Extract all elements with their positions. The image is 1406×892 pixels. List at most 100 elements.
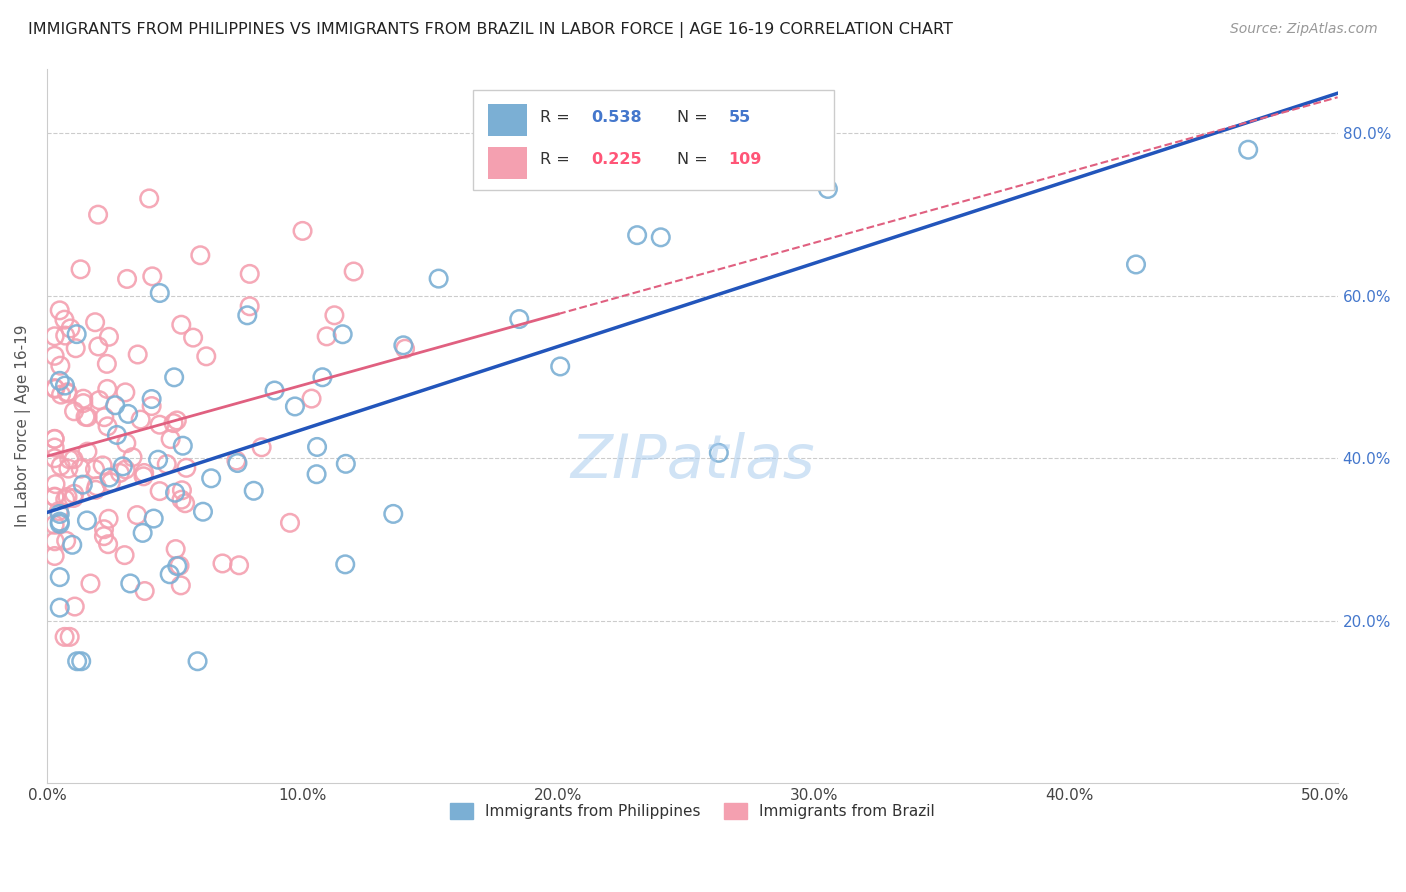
Point — [134, 584, 156, 599]
Point — [69, 262, 91, 277]
Point — [236, 308, 259, 322]
Point — [108, 466, 131, 480]
Point — [55, 533, 77, 548]
Point — [307, 440, 329, 454]
Point — [105, 428, 128, 442]
Point — [323, 308, 346, 322]
Point — [59, 630, 82, 644]
Point — [44, 549, 66, 563]
Point — [59, 321, 82, 335]
Point — [156, 457, 179, 471]
Point — [84, 462, 107, 476]
Point — [239, 267, 262, 281]
Point — [679, 124, 702, 138]
Point — [191, 505, 214, 519]
Point — [44, 432, 66, 446]
Point — [382, 507, 405, 521]
Point — [97, 512, 120, 526]
Point — [56, 386, 79, 401]
Point — [129, 412, 152, 426]
Point — [169, 558, 191, 573]
Point — [65, 341, 87, 355]
Point — [165, 542, 187, 557]
Point — [44, 432, 66, 446]
Point — [284, 400, 307, 414]
Point — [394, 342, 416, 356]
Point — [53, 492, 76, 507]
Point — [159, 567, 181, 582]
Point — [127, 347, 149, 361]
Point — [117, 407, 139, 421]
Y-axis label: In Labor Force | Age 16-19: In Labor Force | Age 16-19 — [15, 325, 31, 527]
Point — [84, 483, 107, 497]
Point — [626, 228, 648, 243]
Point — [44, 451, 66, 466]
Point — [315, 329, 337, 343]
Text: ZIPatlas: ZIPatlas — [569, 432, 814, 491]
Point — [44, 329, 66, 343]
Point — [62, 452, 84, 467]
Point — [48, 515, 70, 529]
Point — [250, 440, 273, 454]
Point — [44, 381, 66, 395]
Point — [76, 513, 98, 527]
Point — [301, 392, 323, 406]
Point — [141, 392, 163, 406]
Point — [707, 446, 730, 460]
Point — [114, 385, 136, 400]
Point — [115, 436, 138, 450]
Point — [149, 286, 172, 301]
Point — [141, 269, 163, 284]
Legend: Immigrants from Philippines, Immigrants from Brazil: Immigrants from Philippines, Immigrants … — [444, 797, 941, 825]
Point — [96, 382, 118, 396]
Point — [87, 208, 110, 222]
Point — [239, 299, 262, 313]
Point — [163, 370, 186, 384]
Point — [44, 490, 66, 504]
Point — [343, 264, 366, 278]
FancyBboxPatch shape — [488, 104, 527, 136]
Point — [60, 538, 83, 552]
Point — [650, 230, 672, 244]
Point — [174, 460, 197, 475]
Point — [170, 578, 193, 592]
Point — [87, 339, 110, 353]
Point — [56, 385, 79, 400]
Point — [44, 382, 66, 396]
Text: 0.225: 0.225 — [592, 153, 643, 168]
Point — [170, 483, 193, 498]
Point — [817, 182, 839, 196]
Point — [75, 409, 97, 424]
Point — [44, 349, 66, 363]
Text: Source: ZipAtlas.com: Source: ZipAtlas.com — [1230, 22, 1378, 37]
Point — [159, 432, 181, 446]
Point — [278, 516, 301, 530]
Point — [1237, 143, 1260, 157]
Point — [111, 459, 134, 474]
Point — [131, 525, 153, 540]
Point — [44, 517, 66, 532]
Point — [335, 457, 357, 471]
Point — [149, 484, 172, 499]
Text: IMMIGRANTS FROM PHILIPPINES VS IMMIGRANTS FROM BRAZIL IN LABOR FORCE | AGE 16-19: IMMIGRANTS FROM PHILIPPINES VS IMMIGRANT… — [28, 22, 953, 38]
Point — [91, 458, 114, 473]
Point — [226, 456, 249, 470]
Point — [44, 490, 66, 504]
Point — [172, 439, 194, 453]
Point — [56, 490, 79, 504]
Point — [149, 417, 172, 432]
Point — [141, 399, 163, 413]
Text: 109: 109 — [728, 153, 762, 168]
Point — [62, 491, 84, 505]
Point — [98, 470, 121, 484]
Point — [305, 467, 328, 482]
Point — [53, 312, 76, 326]
Point — [53, 378, 76, 392]
Point — [93, 522, 115, 536]
Point — [132, 469, 155, 483]
Point — [311, 370, 333, 384]
Point — [70, 654, 93, 668]
Point — [48, 303, 70, 318]
Point — [187, 654, 209, 668]
Point — [48, 516, 70, 531]
